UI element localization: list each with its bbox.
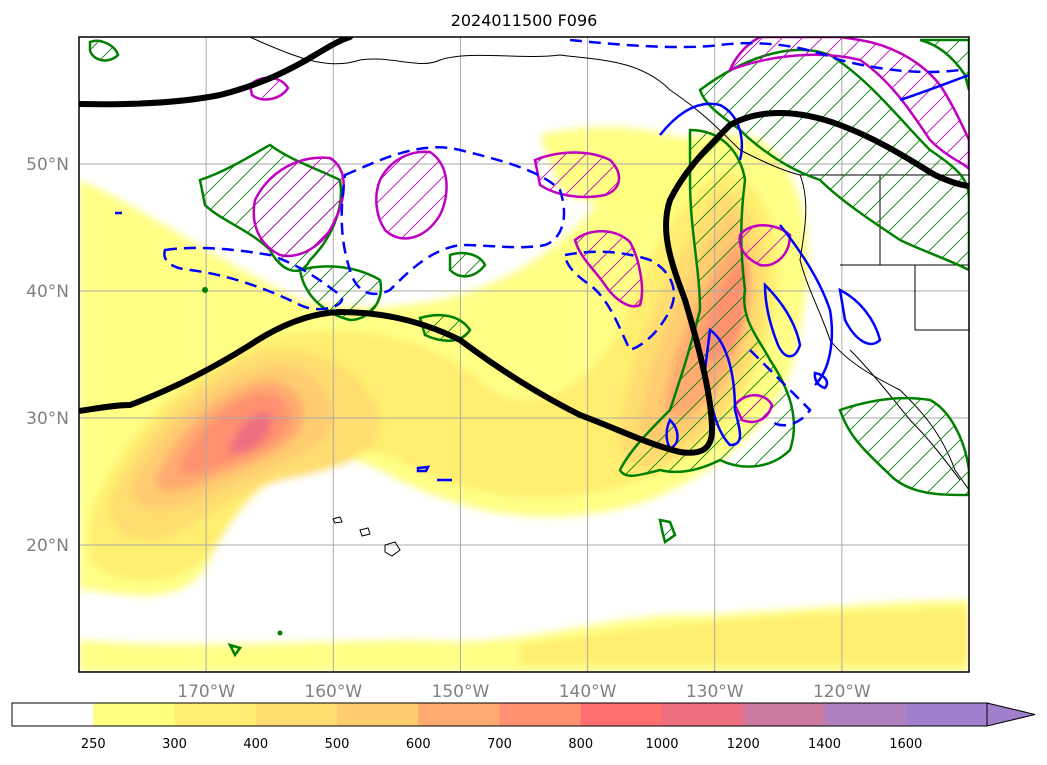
- colorbar-bin: [662, 703, 744, 726]
- fill-level-1000: [228, 411, 272, 454]
- green-contour-10: [658, 518, 677, 545]
- lon-tick-label: 160°W: [304, 682, 362, 702]
- blue-dashed-1: [163, 246, 344, 311]
- fill-level-300-b: [520, 608, 969, 665]
- blue-dashed-contours: [163, 38, 961, 427]
- colorbar-bin: [905, 703, 988, 726]
- colorbar-tick-label: 1000: [645, 737, 678, 752]
- colorbar-tick-label: 250: [81, 737, 106, 752]
- black-contour-main: [79, 110, 969, 456]
- coastline-alaska: [249, 37, 801, 176]
- black-contour-north: [79, 37, 353, 108]
- blue-dashed-4: [569, 38, 961, 74]
- blue-solid-1: [659, 102, 744, 161]
- magenta-contour-6: [738, 224, 792, 267]
- state-border-4: [914, 265, 969, 331]
- colorbar-tick-label: 1200: [727, 737, 760, 752]
- colorbar-tick-label: 1400: [808, 737, 841, 752]
- colorbar-bin: [12, 703, 94, 726]
- blue-solid-7: [813, 371, 829, 390]
- lat-tick-label: 50°N: [26, 155, 69, 175]
- colorbar-tick-label: 600: [406, 737, 431, 752]
- colorbar-bin: [337, 703, 419, 726]
- green-contour-5: [88, 39, 120, 62]
- colorbar-bin: [743, 703, 825, 726]
- magenta-contour-4: [573, 230, 644, 308]
- lon-tick-label: 170°W: [177, 682, 235, 702]
- colorbar-bin: [93, 703, 175, 726]
- colorbar-bin: [580, 703, 663, 726]
- blue-solid-11: [899, 73, 969, 102]
- green-contour-11: [227, 642, 243, 658]
- colorbar-tick-label: 800: [568, 737, 593, 752]
- colorbar-tick-label: 300: [162, 737, 187, 752]
- lon-tick-label: 150°W: [432, 682, 490, 702]
- green-contour-4: [448, 251, 487, 278]
- lon-tick-label: 120°W: [813, 682, 871, 702]
- magenta-contour-7: [733, 394, 774, 424]
- latitude-labels: 20°N 30°N 40°N 50°N: [26, 155, 69, 556]
- colorbar-tick-label: 700: [487, 737, 512, 752]
- blue-dashed-2: [340, 146, 566, 296]
- lat-tick-label: 40°N: [26, 282, 69, 302]
- lat-tick-label: 30°N: [26, 409, 69, 429]
- hawaii-island-1: [384, 541, 401, 557]
- colorbar-extend-arrow: [986, 702, 1036, 727]
- black-contours: [79, 37, 969, 456]
- colorbar-tick-label: 400: [243, 737, 268, 752]
- colorbar-tick-label: 500: [325, 737, 350, 752]
- hawaii-island-2: [359, 527, 371, 537]
- magenta-contour-3: [533, 151, 621, 199]
- blue-dashed-3: [563, 250, 676, 352]
- magenta-contour-2: [375, 150, 448, 240]
- lat-tick-label: 20°N: [26, 536, 69, 556]
- colorbar: 250 300 400 500 600 700 800 1000 1200 1400 1600: [11, 702, 1036, 752]
- colorbar-bin: [174, 703, 257, 726]
- map-frame: [78, 36, 970, 673]
- green-contour-3: [418, 313, 472, 342]
- hawaii-island-3: [332, 516, 343, 524]
- longitude-labels: 170°W 160°W 150°W 140°W 130°W 120°W: [177, 682, 871, 702]
- blue-dashed-5: [749, 349, 812, 427]
- lon-tick-label: 140°W: [559, 682, 617, 702]
- map-area: [79, 37, 969, 672]
- colorbar-frame: [11, 702, 988, 727]
- blue-solid-6: [838, 287, 882, 346]
- blue-solid-2: [779, 224, 834, 386]
- magenta-contour-1: [252, 156, 345, 258]
- colorbar-tick-label: 1600: [889, 737, 922, 752]
- colorbar-bin: [255, 703, 338, 726]
- marker-dot-2: [277, 630, 283, 636]
- colorbar-bin: [499, 703, 582, 726]
- filled-contours: [79, 127, 969, 672]
- blue-solid-3: [763, 281, 802, 358]
- colorbar-bin: [418, 703, 500, 726]
- blue-solid-8: [416, 465, 431, 473]
- green-contour-8: [838, 396, 969, 497]
- lon-tick-label: 130°W: [686, 682, 744, 702]
- marker-dot-1: [202, 287, 208, 293]
- colorbar-bin: [824, 703, 907, 726]
- chart-title: 2024011500 F096: [451, 11, 598, 30]
